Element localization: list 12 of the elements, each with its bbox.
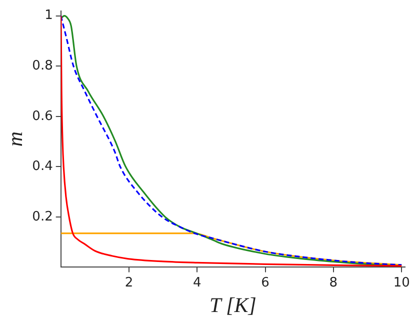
- x-tick-label: 4: [193, 275, 202, 290]
- x-axis-title: T [K]: [209, 292, 256, 317]
- x-tick-label: 8: [329, 275, 338, 290]
- y-tick-label: 0.2: [32, 209, 53, 224]
- y-axis-title: m: [3, 131, 28, 147]
- y-tick-label: 0.4: [32, 159, 53, 174]
- x-tick-label: 2: [124, 275, 134, 290]
- y-tick-label: 0.6: [32, 108, 53, 124]
- x-tick-label: 10: [393, 275, 410, 290]
- y-tick-label: 1: [44, 8, 53, 24]
- x-tick-label: 6: [261, 275, 270, 290]
- y-tick-label: 0.8: [32, 58, 53, 74]
